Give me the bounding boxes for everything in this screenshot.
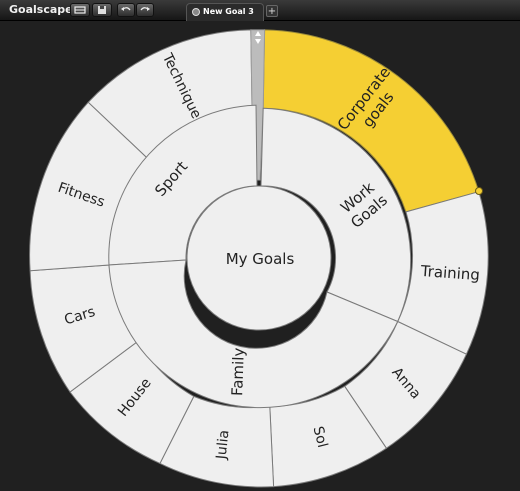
- save-button[interactable]: [92, 3, 112, 17]
- label-family: Family: [228, 347, 248, 396]
- center-goal[interactable]: [186, 185, 332, 331]
- center-label: My Goals: [226, 250, 295, 268]
- segment-sport[interactable]: [108, 104, 258, 266]
- undo-icon: [121, 7, 131, 11]
- label-julia: Julia: [213, 429, 232, 461]
- undo-button[interactable]: [117, 3, 135, 17]
- add-tab-button[interactable]: +: [266, 5, 278, 17]
- label-training: Training: [419, 262, 480, 284]
- disk-icon: [98, 6, 106, 14]
- handle-arrows-icon: [255, 31, 261, 44]
- redo-button[interactable]: [136, 3, 154, 17]
- tab-label: New Goal 3: [203, 7, 254, 16]
- segment-work-goals[interactable]: [260, 107, 412, 323]
- tab-new-goal-3[interactable]: New Goal 3: [186, 3, 264, 21]
- top-bar: Goalscape New Goal 3 +: [0, 0, 520, 21]
- folder-icon: [74, 6, 86, 14]
- redo-icon: [140, 7, 150, 11]
- segment-family[interactable]: [108, 259, 399, 409]
- goal-wheel: My Goals Sport WorkGoals Family Techniqu…: [29, 29, 489, 488]
- open-button[interactable]: [70, 3, 90, 17]
- tab-status-icon: [192, 8, 200, 16]
- label-sol: Sol: [310, 425, 331, 450]
- segment-resize-knob[interactable]: [475, 187, 483, 195]
- app-title: Goalscape: [9, 3, 73, 16]
